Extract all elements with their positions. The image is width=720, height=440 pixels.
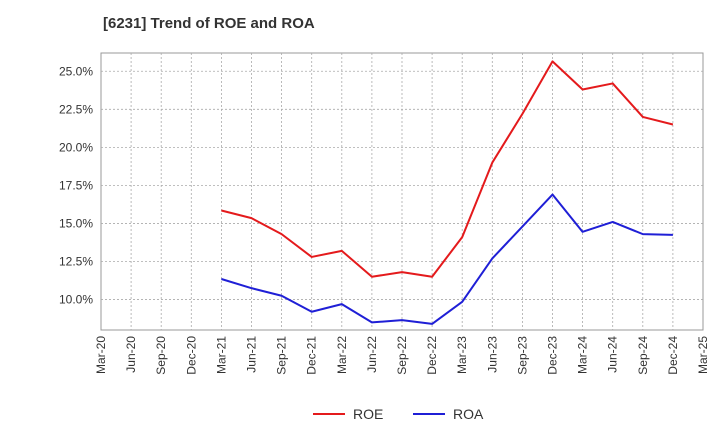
x-tick-label: Dec-20	[184, 336, 198, 375]
x-tick-label: Jun-23	[485, 336, 499, 373]
x-tick-label: Jun-24	[606, 336, 620, 373]
x-tick-label: Mar-25	[696, 336, 710, 374]
legend-label-roa: ROA	[453, 406, 484, 422]
x-tick-label: Sep-24	[636, 336, 650, 375]
x-tick-label: Jun-22	[365, 336, 379, 373]
x-tick-label: Mar-20	[94, 336, 108, 374]
x-axis: Mar-20 Jun-20 Sep-20 Dec-20 Mar-21 Jun-21 Sep-…	[94, 336, 710, 375]
chart-title: [6231] Trend of ROE and ROA	[103, 15, 315, 32]
series-line-roa	[221, 193, 673, 325]
legend-label-roe: ROE	[353, 406, 383, 422]
y-tick-label: 17.5%	[59, 178, 93, 192]
x-tick-label: Mar-23	[455, 336, 469, 374]
x-tick-label: Mar-21	[214, 336, 228, 374]
legend: ROE ROA	[313, 406, 484, 422]
x-tick-label: Dec-23	[546, 336, 560, 375]
y-tick-label: 15.0%	[59, 216, 93, 230]
y-tick-label: 22.5%	[59, 102, 93, 116]
series-group	[221, 60, 674, 325]
y-tick-label: 12.5%	[59, 255, 93, 269]
x-tick-label: Sep-20	[154, 336, 168, 375]
x-tick-label: Jun-21	[245, 336, 259, 373]
x-tick-label: Mar-24	[576, 336, 590, 374]
x-tick-label: Sep-23	[515, 336, 529, 375]
y-axis: 10.0% 12.5% 15.0% 17.5% 20.0% 22.5% 25.0%	[59, 64, 93, 306]
x-tick-label: Sep-21	[275, 336, 289, 375]
y-tick-label: 10.0%	[59, 293, 93, 307]
x-tick-label: Mar-22	[335, 336, 349, 374]
x-tick-label: Dec-21	[305, 336, 319, 375]
plot-area	[100, 52, 704, 331]
x-tick-label: Dec-24	[666, 336, 680, 375]
y-tick-label: 20.0%	[59, 140, 93, 154]
x-tick-label: Jun-20	[124, 336, 138, 373]
grid	[101, 53, 703, 330]
x-tick-label: Dec-22	[425, 336, 439, 375]
x-tick-label: Sep-22	[395, 336, 409, 375]
y-tick-label: 25.0%	[59, 64, 93, 78]
series-line-roe	[221, 60, 674, 278]
